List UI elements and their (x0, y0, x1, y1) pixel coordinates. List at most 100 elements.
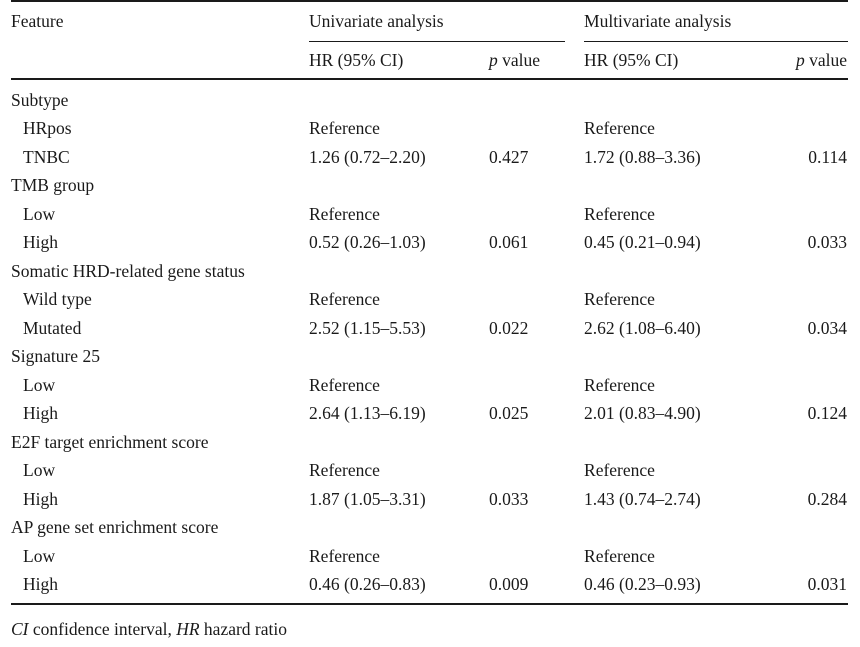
multivariate-hr-cell: 0.45 (0.21–0.94) (584, 232, 701, 253)
table-body: Subtype HRpos Reference Reference TNBC 1.26 (… (11, 79, 849, 605)
feature-cell: TNBC (23, 146, 70, 167)
multivariate-hr-cell (584, 428, 764, 457)
multivariate-hr-cell: Reference (584, 374, 655, 395)
header-univariate: Univariate analysis (309, 0, 566, 42)
table-header: Feature Univariate analysis Multivariate… (11, 0, 849, 80)
gap-cell (565, 286, 584, 315)
table-row: High 0.52 (0.26–1.03) 0.061 0.45 (0.21–0.94… (11, 229, 848, 258)
multivariate-hr-cell: Reference (584, 289, 655, 310)
p-value-label: value (497, 49, 541, 70)
footnote-hr-text: hazard ratio (199, 619, 287, 639)
univariate-p-cell: 0.427 (489, 146, 529, 167)
multivariate-hr-cell: 2.62 (1.08–6.40) (584, 317, 701, 338)
multivariate-p-cell (764, 457, 848, 486)
univariate-hr-cell (309, 172, 489, 201)
table-row: TNBC 1.26 (0.72–2.20) 0.427 1.72 (0.88–3.36… (11, 143, 848, 172)
group-row: TMB group (11, 172, 848, 201)
multivariate-p-cell: 0.114 (808, 146, 848, 167)
multivariate-hr-cell (584, 172, 764, 201)
group-row: E2F target enrichment score (11, 428, 848, 457)
univariate-p-cell (489, 286, 565, 315)
feature-cell: High (11, 570, 309, 605)
group-row: Signature 25 (11, 343, 848, 372)
gap-cell (565, 485, 584, 514)
univariate-p-cell: 0.033 (489, 488, 529, 509)
univariate-hr-cell: 0.46 (0.26–0.83) (309, 570, 489, 605)
feature-cell: High (23, 488, 58, 509)
gap-cell (565, 570, 585, 605)
univariate-hr-cell: Reference (309, 374, 380, 395)
feature-cell: High (23, 232, 58, 253)
univariate-p-cell (489, 514, 565, 543)
feature-cell: Wild type (23, 289, 92, 310)
gap-cell (565, 172, 584, 201)
univariate-p-cell (489, 428, 565, 457)
gap-cell (565, 79, 584, 115)
gap-cell (565, 314, 584, 343)
univariate-p-cell (489, 542, 565, 571)
header-feature-blank (11, 41, 309, 80)
header-univariate-p: p value (489, 41, 566, 80)
multivariate-hr-cell (584, 343, 764, 372)
univariate-p-cell (489, 115, 565, 144)
p-italic-label: p (796, 49, 805, 70)
group-row: AP gene set enrichment score (11, 514, 848, 543)
multivariate-hr-cell (584, 514, 764, 543)
gap-cell (565, 200, 584, 229)
header-feature: Feature (11, 0, 309, 41)
table-row: Wild type Reference Reference (11, 286, 848, 315)
feature-cell: TMB group (11, 175, 95, 196)
univariate-p-cell: 0.025 (489, 403, 529, 424)
gap-cell (565, 428, 584, 457)
footnote-hr-abbr: HR (176, 619, 200, 639)
feature-cell: Subtype (11, 89, 69, 110)
univariate-p-cell (489, 172, 565, 201)
header-gap (565, 0, 585, 41)
multivariate-p-cell (764, 343, 848, 372)
p-value-label: value (804, 49, 848, 70)
feature-cell: Low (23, 460, 56, 481)
group-row: Somatic HRD-related gene status (11, 257, 848, 286)
multivariate-p-cell: 0.031 (764, 570, 849, 605)
feature-cell: AP gene set enrichment score (11, 517, 219, 538)
univariate-hr-cell (309, 79, 489, 115)
feature-cell: Somatic HRD-related gene status (11, 260, 245, 281)
multivariate-p-cell (764, 172, 848, 201)
table-row: High 1.87 (1.05–3.31) 0.033 1.43 (0.74–2.74… (11, 485, 848, 514)
header-multivariate-p: p value (764, 41, 849, 80)
header-row-columns: HR (95% CI) p value HR (95% CI) p value (11, 41, 849, 80)
univariate-hr-cell: Reference (309, 289, 380, 310)
univariate-p-cell (489, 371, 565, 400)
multivariate-p-cell: 0.034 (807, 317, 848, 338)
multivariate-p-cell (764, 286, 848, 315)
p-italic-label: p (489, 49, 498, 70)
hazard-ratio-table-container: Feature Univariate analysis Multivariate… (11, 0, 849, 605)
hazard-ratio-table: Feature Univariate analysis Multivariate… (11, 0, 849, 605)
multivariate-hr-cell (584, 79, 764, 115)
header-univariate-hr: HR (95% CI) (309, 41, 489, 80)
univariate-p-cell: 0.009 (489, 570, 566, 605)
feature-cell: Low (23, 545, 56, 566)
univariate-hr-cell (309, 257, 489, 286)
univariate-hr-cell: 1.26 (0.72–2.20) (309, 146, 426, 167)
feature-cell: High (23, 403, 58, 424)
univariate-hr-cell: 1.87 (1.05–3.31) (309, 488, 426, 509)
multivariate-p-cell (764, 200, 848, 229)
univariate-hr-cell: Reference (309, 460, 380, 481)
univariate-hr-cell: 2.52 (1.15–5.53) (309, 317, 426, 338)
multivariate-p-cell: 0.124 (807, 403, 848, 424)
feature-cell: Mutated (23, 317, 82, 338)
multivariate-hr-cell (584, 257, 764, 286)
multivariate-hr-cell: Reference (584, 118, 655, 139)
table-row: Low Reference Reference (11, 371, 848, 400)
feature-cell: HRpos (23, 118, 72, 139)
footnote-ci-text: confidence interval, (28, 619, 177, 639)
univariate-hr-cell: Reference (309, 545, 380, 566)
header-multivariate-hr: HR (95% CI) (584, 41, 765, 80)
univariate-p-cell: 0.061 (489, 232, 529, 253)
univariate-p-cell: 0.022 (489, 317, 529, 338)
table-row: Low Reference Reference (11, 542, 848, 571)
multivariate-hr-cell: 1.43 (0.74–2.74) (584, 488, 701, 509)
gap-cell (565, 457, 584, 486)
multivariate-hr-cell: 0.46 (0.23–0.93) (584, 570, 765, 605)
